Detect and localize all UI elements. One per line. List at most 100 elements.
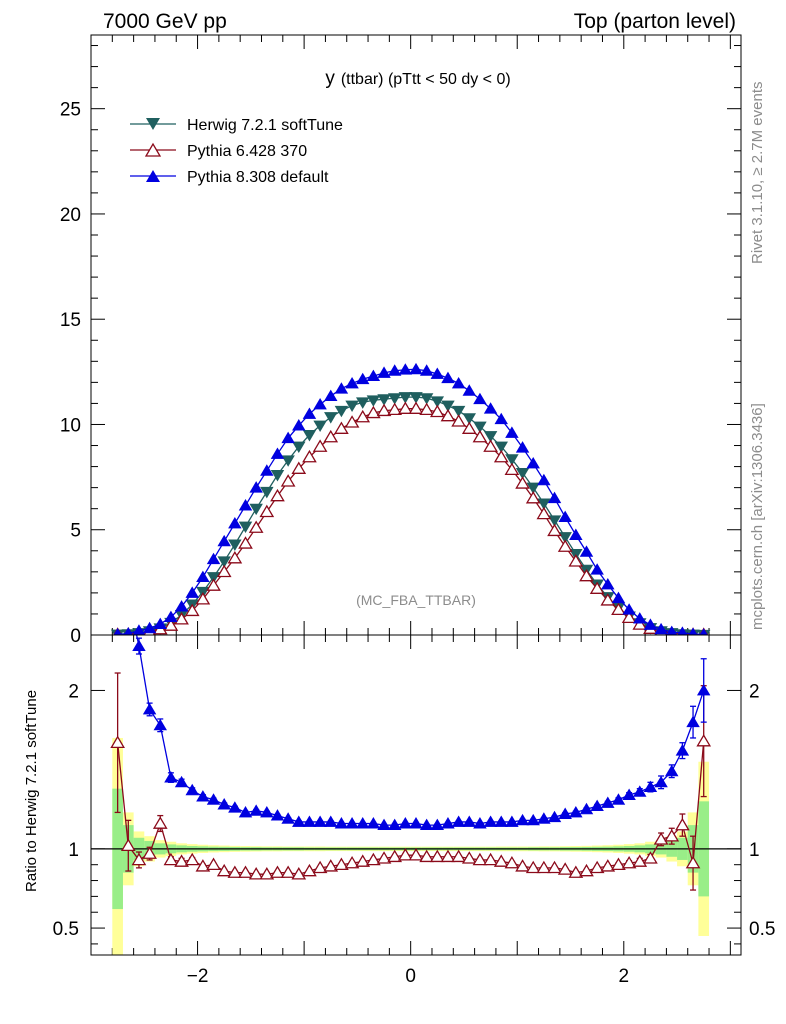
data-point [334,382,349,394]
ratio-point [323,859,339,872]
data-point [249,503,263,516]
data-point [505,454,519,466]
data-point [195,592,211,605]
ratio-point [238,865,253,878]
ratio-point [195,859,211,872]
ratio-point [557,862,573,875]
ratio-point [184,852,200,866]
data-point [280,474,296,487]
legend-label-herwig: Herwig 7.2.1 softTune [187,117,343,134]
data-point [238,536,253,549]
ratio-ylabel: Ratio to Herwig 7.2.1 softTune [23,690,40,892]
data-point [688,627,698,635]
ratio-point [259,867,275,880]
ratio-point [196,790,210,802]
ratio-line [116,741,705,875]
data-point [526,482,540,495]
data-point [123,627,133,635]
ratio-point [260,805,274,818]
ratio-point [685,855,701,869]
data-point [430,396,445,408]
ratio-point [238,805,253,818]
ratio-point [366,817,381,829]
data-point [494,412,508,425]
ratio-point [291,867,307,880]
data-point [558,532,572,544]
ratio-point [654,775,668,788]
data-point [216,564,232,578]
data-point [654,622,668,635]
rivet-label: Rivet 3.1.10, ≥ 2.7M events [749,82,766,265]
data-point [387,364,402,376]
data-point [409,362,423,375]
ratio-point [633,785,647,797]
ratio-point [216,863,232,877]
ratio-point [164,771,178,783]
main-panel: 0 5 10 15 20 25 [60,35,741,647]
ratio-point [696,683,711,696]
ratio-point [185,783,199,796]
data-point [451,376,466,389]
ratio-point [281,812,295,824]
data-point [633,612,647,624]
data-point [473,392,487,405]
data-point [621,610,637,624]
data-point [355,409,371,423]
data-point [462,384,477,396]
ratio-point [441,817,455,829]
data-point [228,516,242,529]
data-point [238,499,253,511]
data-point [419,393,434,405]
data-point [292,441,306,454]
ratio-point [270,809,285,821]
ratio-point [132,639,146,652]
ratio-y-tick-label: 0.5 [53,919,79,940]
data-point [579,545,594,557]
data-point [376,403,392,417]
ratio-y-tick-label-right: 2 [749,681,760,702]
ratio-point [664,829,680,842]
data-point [441,400,455,413]
data-point [238,521,253,534]
ratio-point [312,860,328,874]
ratio-panel: 0.5 0.5 1 1 2 2 −2 0 2 [53,590,775,987]
data-point [451,414,466,427]
data-point [579,568,594,582]
data-point [473,421,487,434]
ratio-point [505,815,519,827]
ratio-point [611,793,626,805]
x-tick-label: 0 [405,966,416,987]
ratio-point [515,859,530,872]
ratio-point [122,590,134,601]
ratio-point [473,817,487,829]
ratio-point [142,702,157,715]
ratio-point [675,817,690,831]
data-point [600,593,616,606]
ratio-point [451,849,466,863]
ratio-y-tick-label-right: 0.5 [749,919,775,940]
ratio-point [643,780,658,793]
data-point [196,570,210,583]
ratio-point [409,817,423,829]
ratio-point [110,735,125,749]
ratio-point [526,813,540,826]
ratio-point [355,817,370,829]
data-point [666,625,678,635]
ratio-point [120,838,136,851]
data-point [217,534,231,547]
data-point [677,626,688,635]
ratio-point [547,860,562,874]
ratio-point [440,849,456,863]
data-point [248,520,264,533]
ratio-point [217,798,231,810]
data-point [174,612,189,625]
plot-title-rest: (ttbar) (pTtt < 50 dy < 0) [341,71,511,88]
legend-entry-pythia6: Pythia 6.428 370 [130,142,307,160]
data-point [302,430,317,442]
ratio-point [387,818,402,831]
data-point [355,372,370,385]
ratio-point [590,799,604,812]
data-point [281,455,295,467]
data-point [408,401,424,414]
